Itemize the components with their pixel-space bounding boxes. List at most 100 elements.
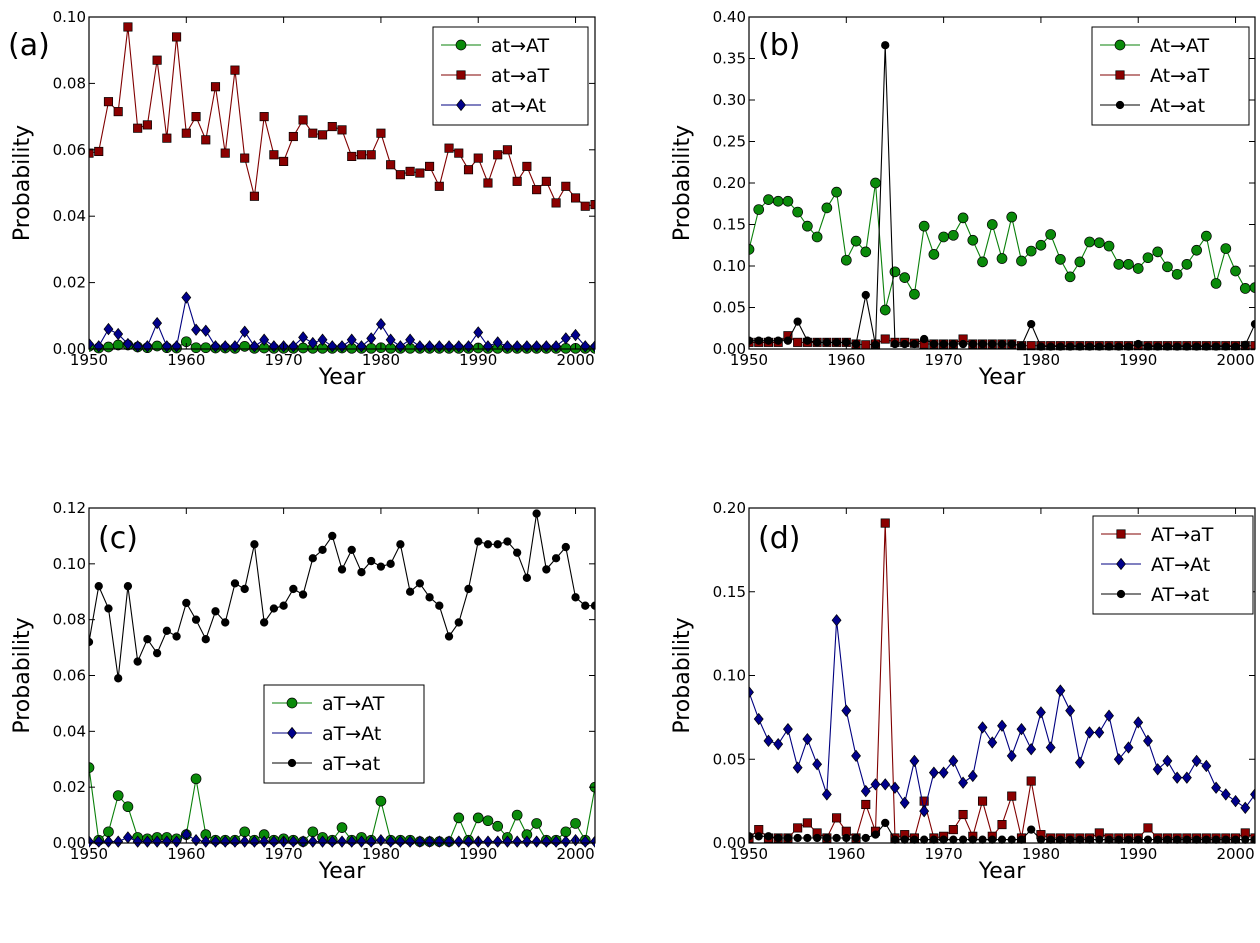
data-point	[230, 579, 240, 588]
y-tick-label: 0.00	[713, 340, 746, 358]
panel-label: (a)	[8, 28, 50, 63]
series-line	[749, 182, 1255, 311]
data-point	[483, 835, 493, 848]
data-point	[793, 833, 802, 843]
data-point	[375, 317, 386, 331]
data-point	[840, 254, 852, 266]
legend-marker	[455, 39, 467, 51]
data-point	[103, 826, 114, 838]
data-point	[889, 266, 901, 278]
data-point	[590, 835, 595, 848]
legend-marker	[1116, 557, 1126, 571]
data-point	[1007, 835, 1016, 844]
x-tick-label: 2000	[556, 351, 594, 369]
data-point	[561, 181, 571, 191]
data-point	[181, 128, 191, 138]
data-point	[1191, 244, 1202, 256]
data-point	[161, 835, 172, 848]
data-point	[317, 333, 328, 346]
data-point	[347, 151, 357, 161]
data-point	[860, 784, 871, 798]
data-point	[1153, 835, 1162, 844]
data-point	[414, 835, 425, 848]
data-point	[239, 340, 251, 352]
data-point	[948, 825, 958, 835]
data-point	[415, 168, 425, 178]
series-2-3	[749, 41, 1255, 351]
data-point	[764, 336, 773, 345]
data-point	[793, 823, 803, 833]
data-point	[968, 835, 977, 844]
data-point	[832, 833, 841, 843]
legend-label: aT→at	[322, 753, 380, 775]
data-point	[753, 204, 765, 215]
legend-marker	[1116, 529, 1126, 539]
data-point	[113, 327, 124, 341]
data-point	[1016, 722, 1027, 736]
data-point	[288, 835, 299, 848]
data-point	[1202, 835, 1211, 844]
series-3-2	[89, 828, 595, 848]
data-point	[269, 604, 279, 613]
data-point	[152, 55, 162, 65]
data-point	[1241, 340, 1250, 350]
y-tick-label: 0.10	[713, 257, 746, 275]
data-point	[1074, 756, 1085, 769]
data-point	[890, 835, 900, 844]
data-point	[1143, 835, 1153, 844]
legend-label: At→aT	[1150, 65, 1210, 87]
data-point	[122, 831, 133, 844]
data-point	[181, 291, 192, 304]
x-tick-label: 1950	[70, 845, 108, 863]
data-point	[230, 65, 240, 75]
data-point	[1035, 239, 1047, 251]
data-point	[880, 778, 891, 791]
data-point	[240, 584, 249, 594]
data-point	[949, 339, 958, 349]
data-point	[386, 160, 396, 170]
x-tick-label: 1980	[362, 845, 400, 863]
data-point	[1065, 704, 1076, 717]
data-point	[542, 565, 551, 574]
data-point	[512, 176, 522, 186]
data-point	[307, 835, 318, 848]
data-point	[773, 738, 784, 751]
y-tick-label: 0.20	[713, 499, 746, 517]
data-point	[560, 332, 571, 345]
data-point	[444, 632, 454, 641]
legend-label: at→At	[491, 95, 546, 117]
data-point	[191, 834, 201, 847]
data-point	[1132, 263, 1144, 274]
data-point	[1064, 271, 1076, 283]
data-point	[89, 762, 95, 773]
data-point	[900, 339, 909, 349]
series-3-3	[89, 509, 595, 683]
series-4-2	[749, 614, 1255, 818]
data-point	[754, 336, 763, 345]
data-point	[532, 509, 541, 518]
data-point	[103, 322, 114, 336]
data-point	[531, 835, 542, 848]
data-point	[850, 235, 862, 247]
data-point	[1017, 341, 1026, 350]
data-point	[385, 835, 396, 848]
x-tick-label: 1950	[730, 845, 768, 863]
data-point	[754, 832, 763, 841]
data-point	[753, 712, 764, 726]
data-point	[1240, 801, 1251, 814]
data-point	[871, 830, 880, 839]
series-4-3	[749, 818, 1255, 844]
legend-label: At→at	[1150, 95, 1205, 117]
data-point	[288, 131, 298, 142]
data-point	[1056, 835, 1065, 844]
data-point	[463, 835, 474, 848]
data-point	[919, 805, 930, 818]
data-point	[881, 818, 890, 828]
data-point	[259, 333, 270, 346]
data-point	[1045, 741, 1056, 754]
data-point	[792, 761, 803, 774]
data-point	[987, 736, 998, 749]
y-tick-label: 0.06	[53, 141, 86, 159]
data-point	[250, 540, 259, 549]
